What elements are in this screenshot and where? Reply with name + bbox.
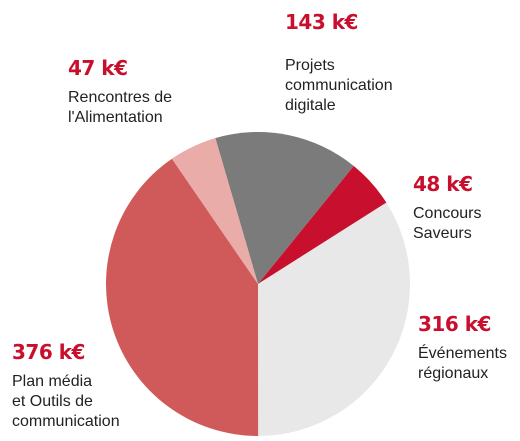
category-label: Concours Saveurs	[413, 205, 482, 242]
category-label: Projets communication digitale	[285, 57, 393, 114]
pie-slice	[215, 132, 354, 284]
pie-slice	[258, 202, 411, 436]
value-label: 47 k€	[68, 56, 128, 80]
pie-slice	[258, 165, 387, 284]
category-label: Événements régionaux	[418, 345, 507, 382]
value-label: 316 k€	[418, 312, 491, 336]
category-label: Plan média et Outils de communication	[12, 373, 120, 430]
pie-slice	[171, 138, 258, 284]
value-label: 143 k€	[285, 10, 358, 34]
pie-slice	[105, 158, 259, 436]
value-label: 48 k€	[413, 172, 473, 196]
category-label: Rencontres de l'Alimentation	[68, 89, 173, 126]
value-label: 376 k€	[12, 340, 85, 364]
